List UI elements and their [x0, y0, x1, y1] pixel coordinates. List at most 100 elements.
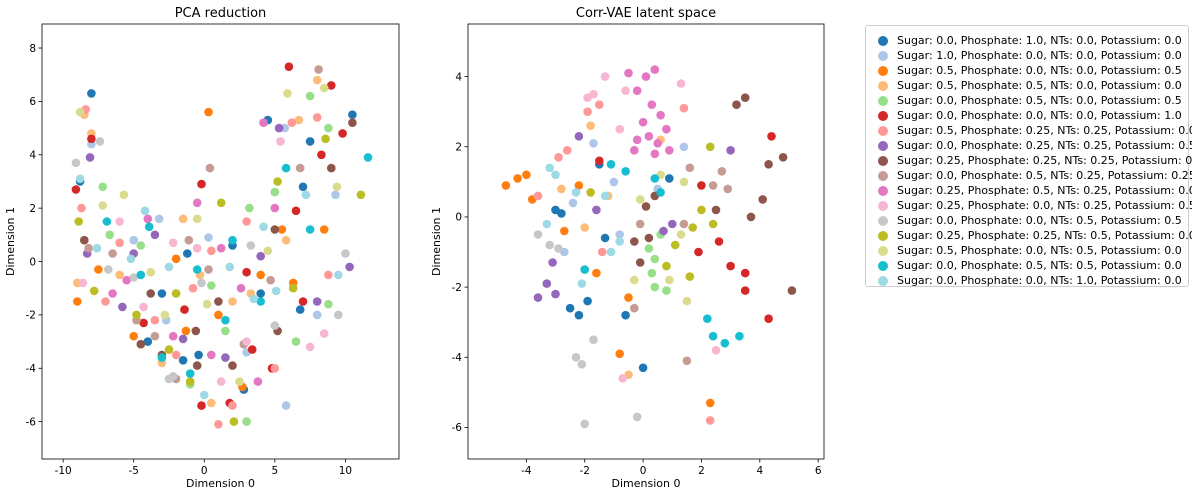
scatter-point — [221, 326, 230, 336]
scatter-point — [644, 244, 654, 253]
scatter-point — [115, 217, 124, 226]
x-tick-label: 0 — [640, 465, 647, 477]
scatter-point — [247, 345, 257, 354]
scatter-point — [242, 417, 251, 426]
scatter-point — [75, 174, 85, 184]
y-tick-label: 6 — [29, 96, 36, 108]
scatter-point — [270, 364, 280, 373]
scatter-point — [533, 230, 543, 239]
scatter-point — [740, 286, 750, 295]
legend-label: Sugar: 0.0, Phosphate: 0.0, NTs: 0.5, Po… — [897, 214, 1182, 227]
scatter-point — [632, 86, 642, 95]
legend-label: Sugar: 0.0, Phosphate: 0.0, NTs: 1.0, Po… — [897, 274, 1182, 287]
scatter-point — [778, 153, 788, 162]
scatter-point — [98, 201, 107, 210]
scatter-point — [235, 377, 244, 386]
scatter-point — [624, 293, 633, 302]
scatter-point — [542, 219, 552, 229]
scatter-point — [787, 286, 797, 295]
scatter-point — [338, 129, 347, 138]
scatter-point — [221, 315, 230, 325]
scatter-point — [522, 170, 531, 180]
scatter-point — [104, 265, 113, 274]
scatter-point — [551, 170, 560, 180]
scatter-point — [764, 160, 773, 169]
legend-label: Sugar: 0.0, Phosphate: 0.25, NTs: 0.25, … — [897, 139, 1192, 152]
y-tick-label: -4 — [26, 363, 37, 375]
scatter-point — [717, 167, 727, 176]
scatter-point — [271, 286, 281, 296]
scatter-point — [246, 241, 256, 250]
scatter-point — [630, 146, 639, 155]
scatter-point — [225, 262, 234, 272]
scatter-point — [501, 181, 511, 190]
scatter-point — [242, 217, 251, 226]
scatter-point — [554, 244, 563, 253]
x-tick-label: -4 — [521, 465, 532, 477]
legend-marker — [878, 66, 888, 76]
scatter-point — [200, 390, 209, 400]
scatter-point — [194, 350, 203, 360]
scatter-point — [764, 314, 773, 324]
legend-marker — [878, 201, 888, 211]
scatter-point — [214, 297, 223, 306]
scatter-point — [615, 237, 624, 246]
scatter-point — [294, 115, 304, 125]
scatter-point — [659, 226, 668, 236]
legend-label: Sugar: 0.25, Phosphate: 0.25, NTs: 0.5, … — [897, 229, 1192, 242]
scatter-point — [74, 217, 83, 226]
y-tick-label: 4 — [455, 71, 462, 83]
scatter-point — [662, 124, 671, 134]
scatter-point — [589, 335, 598, 345]
y-tick-label: 8 — [29, 43, 36, 55]
scatter-point — [630, 237, 639, 246]
scatter-point — [305, 91, 315, 101]
scatter-point — [705, 398, 715, 408]
scatter-point — [703, 314, 712, 324]
scatter-point — [327, 163, 336, 173]
scatter-point — [276, 137, 285, 146]
scatter-point — [281, 163, 291, 173]
legend-marker — [878, 51, 888, 61]
scatter-point — [685, 272, 695, 281]
scatter-point — [242, 267, 251, 277]
scatter-point — [202, 299, 212, 309]
legend-marker — [878, 96, 888, 106]
scatter-point — [183, 249, 192, 258]
scatter-point — [574, 132, 584, 141]
pca-y-axis-label: Dimension 1 — [4, 207, 17, 276]
corrvae-title: Corr-VAE latent space — [576, 6, 716, 21]
scatter-point — [632, 412, 642, 422]
scatter-point — [767, 132, 776, 141]
legend-label: Sugar: 0.25, Phosphate: 0.25, NTs: 0.25,… — [897, 154, 1192, 167]
legend-label: Sugar: 0.0, Phosphate: 0.5, NTs: 0.5, Po… — [897, 259, 1182, 272]
pca-points — [71, 62, 373, 429]
x-tick-label: 5 — [271, 465, 278, 477]
scatter-point — [171, 254, 181, 264]
scatter-point — [600, 191, 610, 201]
scatter-point — [676, 79, 686, 88]
scatter-point — [75, 107, 85, 117]
scatter-point — [270, 321, 280, 330]
scatter-point — [94, 265, 103, 274]
scatter-point — [356, 190, 366, 200]
legend-marker — [878, 126, 888, 136]
scatter-point — [708, 219, 718, 229]
scatter-point — [597, 247, 607, 257]
scatter-point — [331, 190, 340, 200]
scatter-point — [324, 299, 333, 309]
scatter-point — [571, 353, 581, 362]
scatter-point — [164, 345, 174, 354]
scatter-point — [647, 100, 657, 109]
scatter-point — [319, 83, 329, 93]
scatter-point — [676, 230, 686, 239]
scatter-point — [644, 132, 654, 141]
scatter-point — [191, 326, 201, 336]
scatter-point — [87, 89, 96, 98]
legend-entry: Sugar: 0.0, Phosphate: 0.0, NTs: 1.0, Po… — [866, 273, 1186, 289]
scatter-point — [129, 331, 138, 341]
scatter-point — [630, 303, 639, 313]
x-tick-label: -2 — [579, 465, 589, 477]
scatter-point — [697, 181, 706, 190]
scatter-point — [574, 310, 584, 320]
